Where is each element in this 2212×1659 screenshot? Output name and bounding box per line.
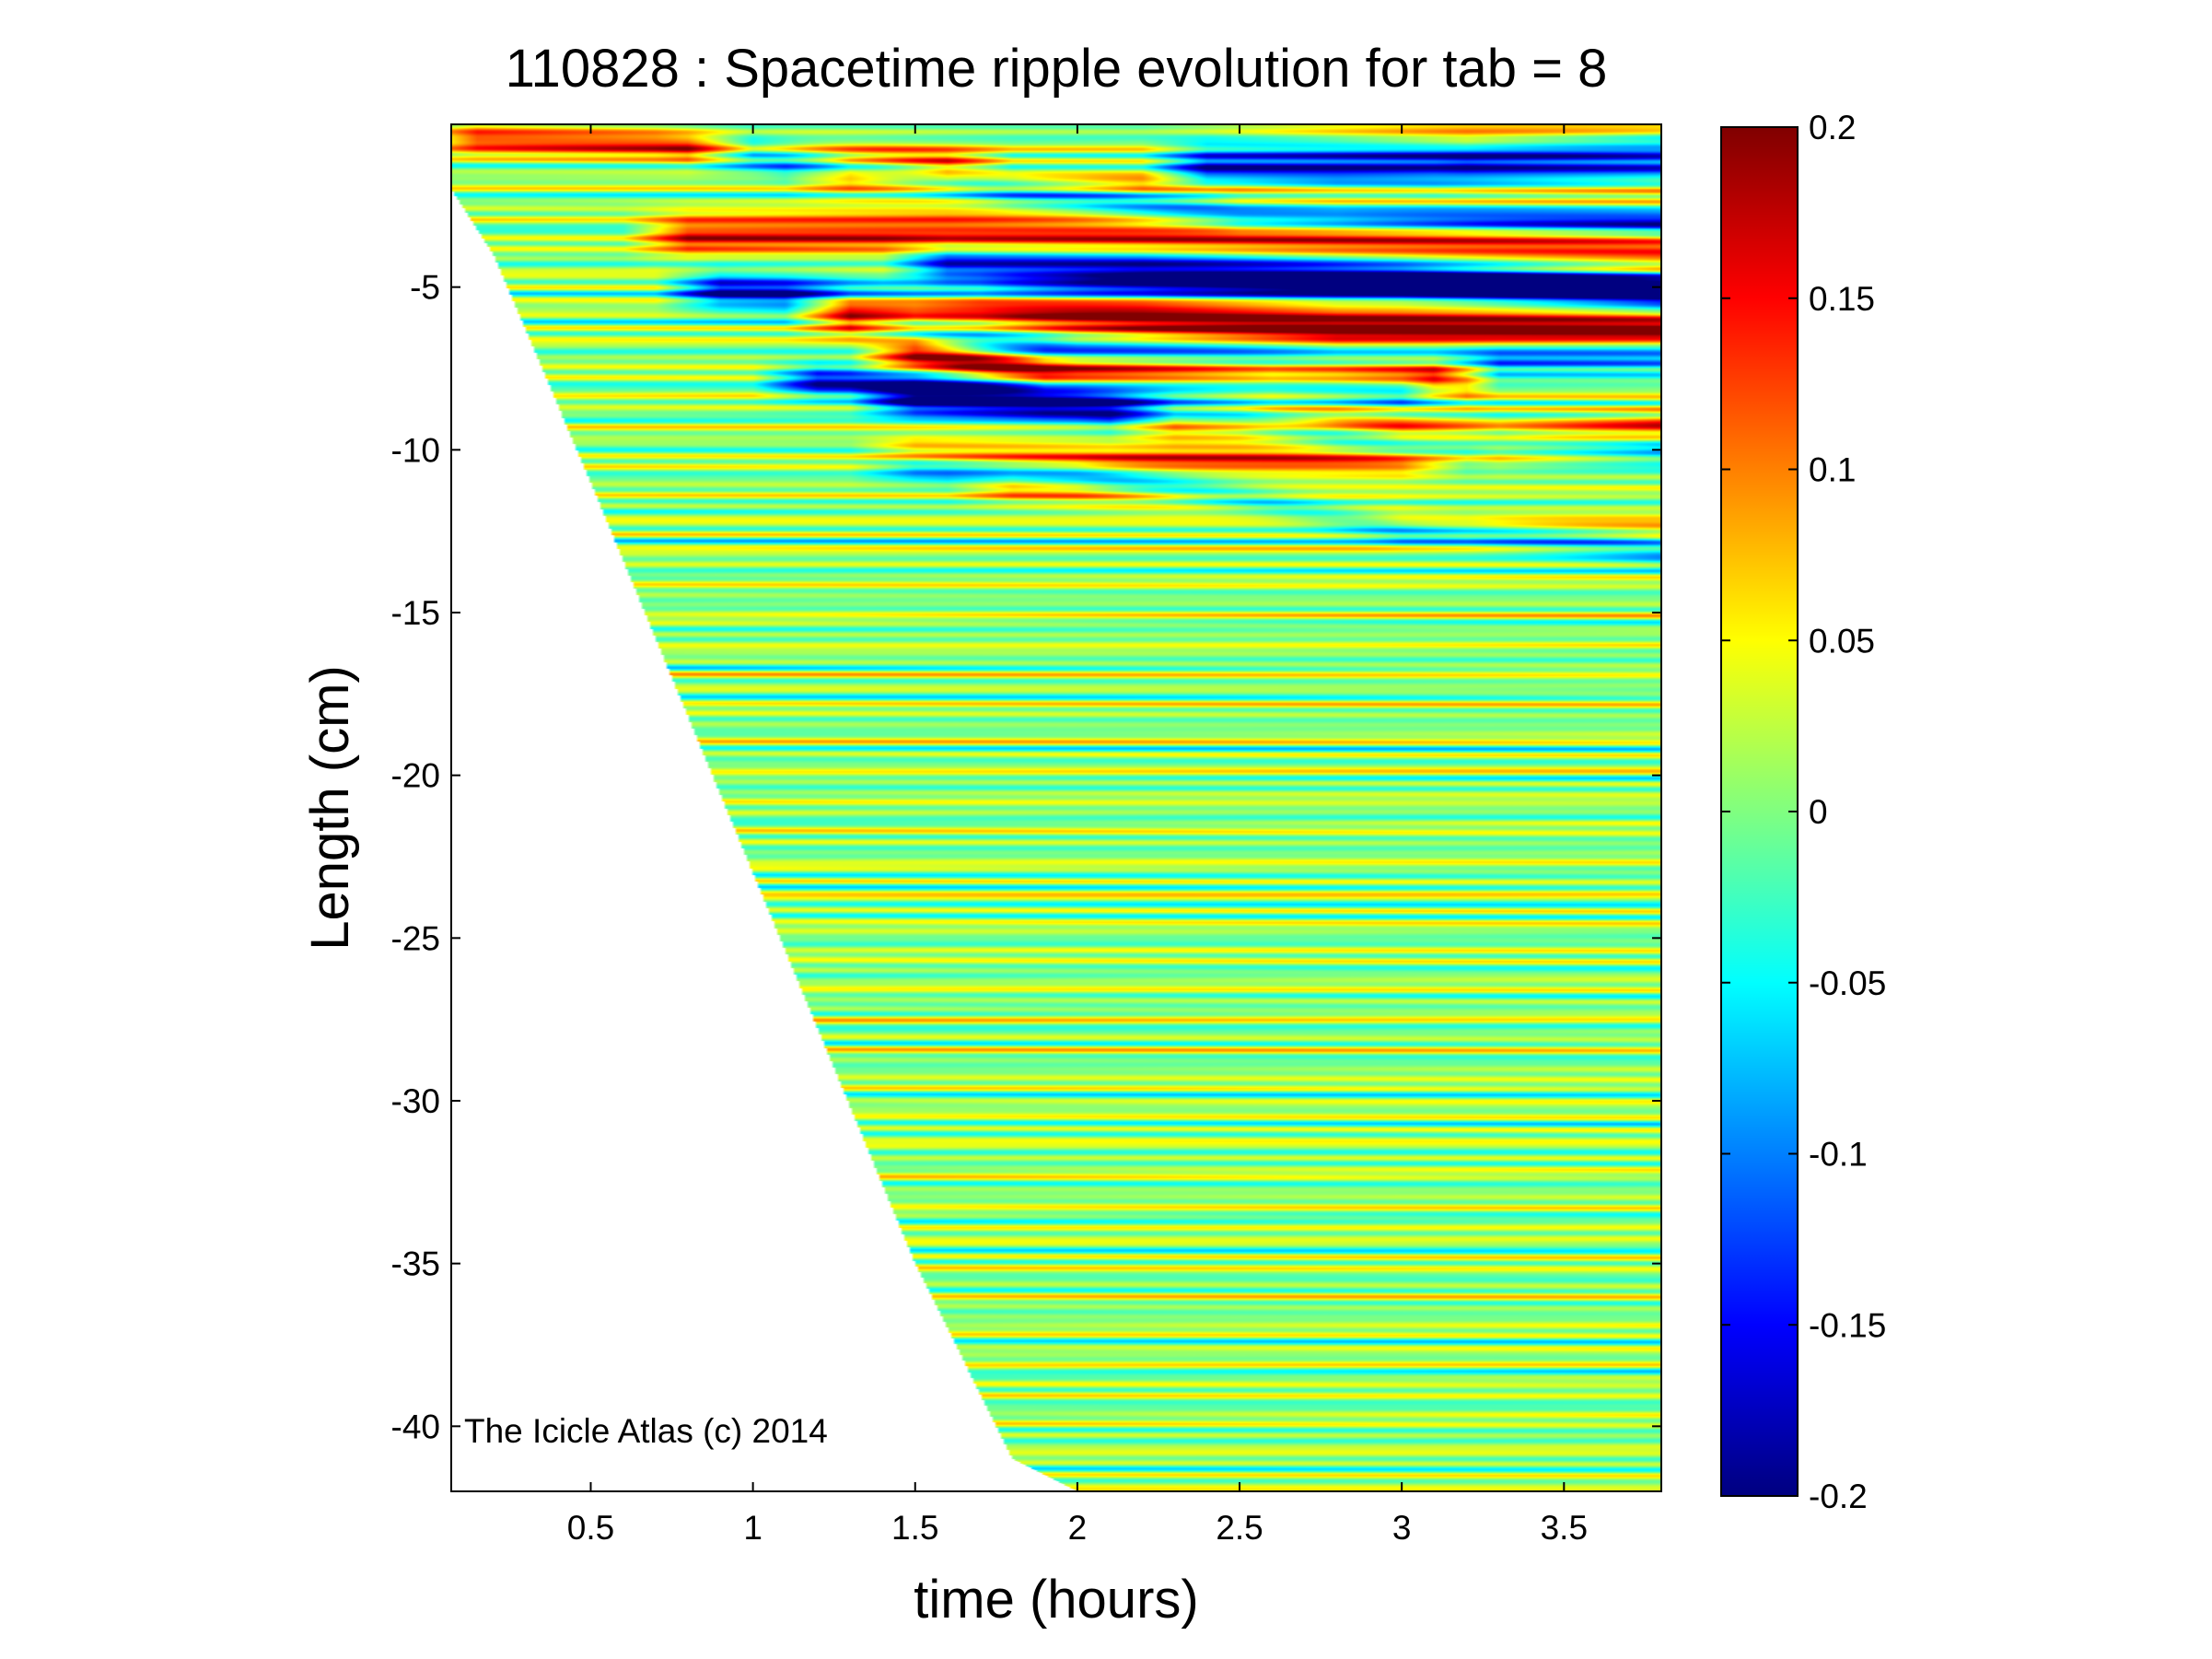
- heatmap-image: [451, 124, 1661, 1491]
- colorbar-ticks: 0.2 0.15 0.1 0.05 0 -0.05 -0.1 -0.15 -0.2: [1721, 109, 1886, 1515]
- y-tick-label: -5: [410, 269, 440, 307]
- colorbar-tick-label: -0.15: [1809, 1306, 1886, 1344]
- colorbar-tick-label: 0.05: [1809, 622, 1875, 660]
- x-tick-label: 2.5: [1216, 1509, 1263, 1547]
- plot-area: 0.5 1 1.5 2 2.5 3 3.5 -5-10-15-20-25-30-35-40 …: [391, 123, 1662, 1547]
- y-tick-label: -20: [391, 757, 440, 795]
- y-tick-label: -30: [391, 1082, 440, 1120]
- colorbar-tick-label: 0.15: [1809, 280, 1875, 318]
- x-tick-label: 2: [1068, 1509, 1088, 1547]
- x-axis: 0.5 1 1.5 2 2.5 3 3.5: [567, 124, 1588, 1547]
- y-tick-label: -15: [391, 594, 440, 632]
- watermark-label: The Icicle Atlas (c) 2014: [464, 1412, 828, 1450]
- y-tick-label: -35: [391, 1245, 440, 1283]
- y-tick-label: -10: [391, 431, 440, 469]
- colorbar: 0.2 0.15 0.1 0.05 0 -0.05 -0.1 -0.15 -0.2: [1720, 109, 1886, 1515]
- x-tick-label: 3.5: [1541, 1509, 1588, 1547]
- y-axis: -5 -10 -15 -20 -25 -30 -35 -40: [391, 269, 1661, 1445]
- colorbar-tick-label: -0.05: [1809, 964, 1886, 1002]
- plot-frame: [450, 123, 1662, 1492]
- y-axis-label: Length (cm): [300, 665, 360, 950]
- colorbar-tick-label: 0: [1809, 793, 1828, 831]
- x-tick-label: 0.5: [567, 1509, 614, 1547]
- y-tick-label: -25: [391, 919, 440, 957]
- y-tick-label: -40: [391, 1408, 440, 1445]
- colorbar-tick-label: -0.1: [1809, 1136, 1868, 1174]
- x-axis-label: time (hours): [914, 1570, 1198, 1630]
- x-tick-label: 3: [1392, 1509, 1412, 1547]
- x-tick-label: 1: [743, 1509, 763, 1547]
- colorbar-tick-label: 0.2: [1809, 109, 1856, 146]
- colorbar-tick-label: 0.1: [1809, 451, 1856, 489]
- x-tick-label: 1.5: [891, 1509, 938, 1547]
- chart-title: 110828 : Spacetime ripple evolution for …: [506, 39, 1608, 99]
- colorbar-scale: [1721, 127, 1798, 1496]
- colorbar-tick-label: -0.2: [1809, 1478, 1868, 1515]
